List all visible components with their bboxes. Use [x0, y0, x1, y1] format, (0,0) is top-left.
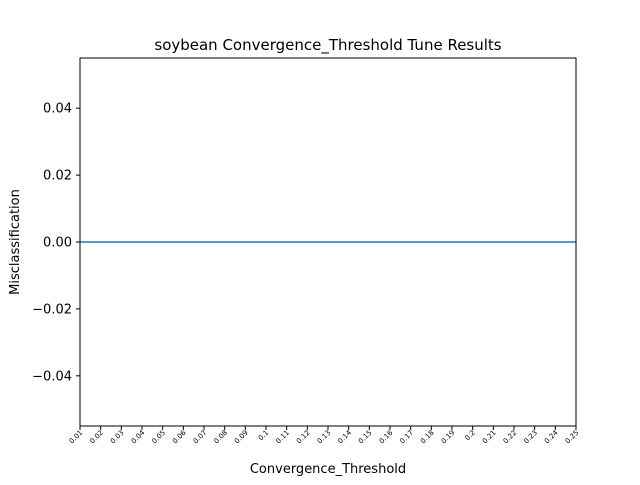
chart-title: soybean Convergence_Threshold Tune Resul… — [154, 36, 501, 55]
data-point — [161, 241, 164, 243]
x-tick-label: 0.16 — [378, 428, 395, 445]
series-layer — [79, 241, 577, 243]
x-tick-label: 0.05 — [150, 429, 167, 446]
y-tick-label: 0.04 — [43, 102, 72, 117]
x-tick-label: 0.12 — [295, 429, 312, 446]
data-point — [327, 241, 329, 243]
x-tick-label: 0.19 — [440, 429, 457, 446]
x-tick-label: 0.11 — [274, 429, 291, 446]
data-point — [368, 241, 371, 243]
data-point — [120, 241, 123, 243]
x-tick-label: 0.03 — [109, 429, 126, 446]
x-tick-label: 0.07 — [192, 429, 209, 446]
x-tick-label: 0.17 — [398, 429, 415, 446]
data-point — [409, 241, 412, 243]
x-tick-label: 0.15 — [357, 429, 374, 446]
y-axis-ticks: −0.04 −0.02 0.00 0.02 0.04 — [32, 102, 80, 384]
x-tick-label: 0.14 — [336, 428, 353, 445]
x-tick-label: 0.08 — [212, 429, 229, 446]
x-tick-label: 0.21 — [481, 429, 498, 446]
data-point — [492, 241, 495, 243]
x-tick-label: 0.01 — [68, 429, 85, 446]
y-tick-label: 0.00 — [43, 236, 72, 251]
data-point — [554, 241, 557, 243]
data-point — [533, 241, 536, 243]
x-tick-label: 0.09 — [233, 429, 250, 446]
data-point — [451, 241, 453, 243]
y-tick-label: −0.04 — [32, 369, 72, 384]
x-tick-label: 0.02 — [88, 429, 105, 446]
x-tick-label: 0.06 — [171, 428, 188, 445]
x-axis-ticks: 0.01 0.02 0.03 0.04 0.05 0.06 0.07 0.08 0.09 0.1 0… — [68, 426, 581, 446]
y-axis-label: Misclassification — [8, 189, 23, 295]
x-tick-label: 0.23 — [522, 429, 539, 446]
x-axis-label: Convergence_Threshold — [250, 462, 406, 477]
y-tick-label: 0.02 — [43, 169, 72, 184]
data-point — [471, 241, 474, 243]
data-point — [141, 241, 143, 243]
x-tick-label: 0.18 — [419, 429, 436, 446]
data-point — [182, 241, 185, 243]
x-tick-label: 0.13 — [316, 429, 333, 446]
data-point — [285, 241, 288, 243]
x-tick-label: 0.25 — [564, 429, 581, 446]
data-point — [306, 241, 309, 243]
data-point — [430, 241, 433, 243]
x-tick-label: 0.04 — [130, 428, 147, 445]
x-tick-label: 0.1 — [257, 429, 271, 443]
data-point — [244, 241, 247, 243]
data-point — [265, 241, 267, 243]
y-tick-label: −0.02 — [32, 302, 72, 317]
x-tick-label: 0.22 — [502, 429, 519, 446]
data-point — [203, 241, 205, 243]
x-tick-label: 0.24 — [543, 428, 560, 445]
data-point — [513, 241, 515, 243]
data-point — [99, 241, 102, 243]
x-tick-label: 0.2 — [464, 429, 478, 443]
data-point — [223, 241, 226, 243]
data-point — [389, 241, 391, 243]
data-point — [347, 241, 350, 243]
plot-frame — [79, 57, 577, 427]
